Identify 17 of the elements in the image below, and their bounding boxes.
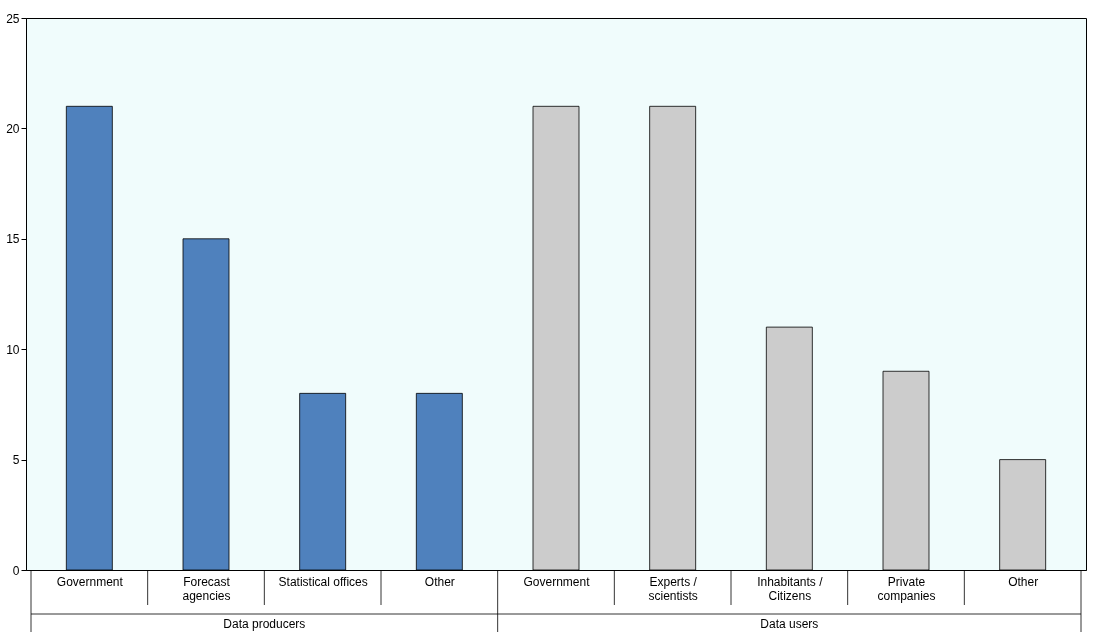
x-tick-label: Experts / scientists xyxy=(648,574,698,603)
y-tick-label: 5 xyxy=(12,453,20,468)
x-tick-label: Other xyxy=(424,574,455,589)
x-tick-label: Other xyxy=(1008,574,1039,589)
y-tick-label: 25 xyxy=(6,11,20,26)
x-tick-label: Government xyxy=(56,574,124,589)
x-tick-label: Private companies xyxy=(877,574,936,603)
x-tick-label: Inhabitants / Citizens xyxy=(757,574,824,603)
y-tick-label: 20 xyxy=(6,121,20,136)
text: Data producers xyxy=(223,617,306,631)
x-tick-label: Statistical offices xyxy=(278,574,368,589)
x-tick-label: Government xyxy=(523,574,591,589)
x-tick-label: Forecast agencies xyxy=(182,574,231,603)
y-tick-label: 15 xyxy=(6,232,20,247)
y-tick-label: 0 xyxy=(12,563,20,578)
y-tick-label: 10 xyxy=(6,342,20,357)
text: Data users xyxy=(760,617,819,631)
